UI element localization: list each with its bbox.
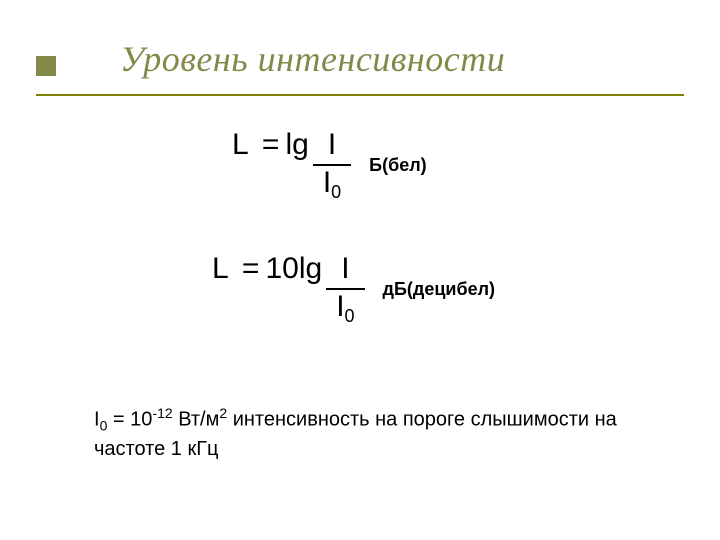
caption-unit-exp: 2 <box>219 405 227 421</box>
caption-unit-pre: Вт/м <box>173 409 220 431</box>
formula-lhs: L =lg I I0 <box>232 128 351 203</box>
title-rule <box>36 94 684 96</box>
denominator-sub: 0 <box>331 182 341 202</box>
lhs-symbol: L <box>212 252 228 285</box>
fraction-denominator: I0 <box>326 288 364 327</box>
fraction: I I0 <box>313 130 351 203</box>
unit-label-decibel: дБ(децибел) <box>383 279 495 300</box>
formula-bel: L =lg I I0 Б(бел) <box>232 128 427 203</box>
caption-exp: -12 <box>152 405 172 421</box>
equals-sign: = <box>262 128 280 161</box>
fraction: I I0 <box>326 254 364 327</box>
lg-operator: lg <box>285 128 308 161</box>
formula-decibel: L =10lg I I0 дБ(децибел) <box>212 252 495 327</box>
denominator-symbol: I <box>336 290 344 323</box>
caption-eq: = 10 <box>107 409 152 431</box>
title-bullet <box>36 56 56 76</box>
denominator-symbol: I <box>323 166 331 199</box>
fraction-numerator: I <box>331 254 359 288</box>
lhs-symbol: L <box>232 128 248 161</box>
unit-label-bel: Б(бел) <box>369 155 427 176</box>
equals-sign: = <box>242 252 260 285</box>
lg-operator: lg <box>299 252 322 285</box>
coefficient: 10 <box>265 252 298 285</box>
caption-text: I0 = 10-12 Вт/м2 интенсивность на пороге… <box>94 404 634 463</box>
fraction-numerator: I <box>318 130 346 164</box>
page-title: Уровень интенсивности <box>120 38 505 80</box>
fraction-denominator: I0 <box>313 164 351 203</box>
formula-lhs: L =10lg I I0 <box>212 252 365 327</box>
denominator-sub: 0 <box>345 306 355 326</box>
